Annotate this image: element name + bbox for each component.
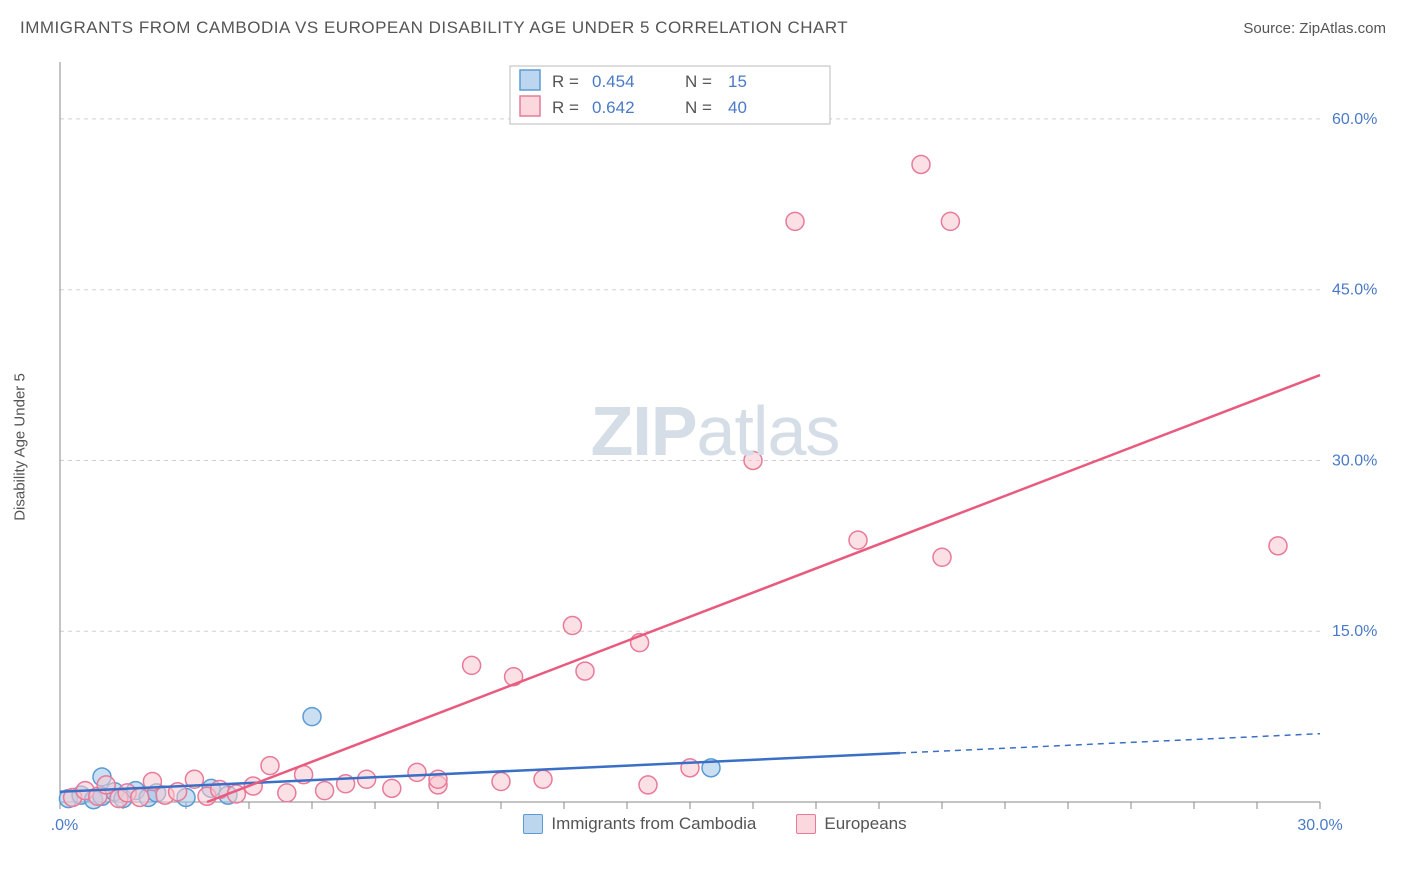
stats-n-label: N = (685, 98, 712, 117)
data-point (933, 548, 951, 566)
data-point (786, 212, 804, 230)
legend-swatch-pink (796, 814, 816, 834)
stats-r-label: R = (552, 72, 579, 91)
y-tick-label: 30.0% (1332, 452, 1377, 469)
legend-item-cambodia: Immigrants from Cambodia (523, 814, 756, 834)
data-point (492, 773, 510, 791)
data-point (849, 531, 867, 549)
data-point (383, 779, 401, 797)
data-point (576, 662, 594, 680)
source-label: Source: (1243, 20, 1295, 37)
data-point (316, 782, 334, 800)
data-point (131, 788, 149, 806)
stats-r-value: 0.642 (592, 98, 635, 117)
scatter-plot-svg: 0.0%30.0%15.0%30.0%45.0%60.0%R =0.454N =… (50, 52, 1380, 842)
legend-label: Immigrants from Cambodia (551, 814, 756, 834)
legend-swatch-blue (523, 814, 543, 834)
data-point (463, 656, 481, 674)
data-point (941, 212, 959, 230)
y-axis-label: Disability Age Under 5 (12, 373, 29, 521)
data-point (261, 757, 279, 775)
legend-label: Europeans (824, 814, 906, 834)
source-link[interactable]: ZipAtlas.com (1299, 20, 1386, 37)
chart-title: IMMIGRANTS FROM CAMBODIA VS EUROPEAN DIS… (20, 18, 848, 38)
data-point (358, 770, 376, 788)
data-point (912, 155, 930, 173)
stats-r-value: 0.454 (592, 72, 635, 91)
data-point (534, 770, 552, 788)
data-point (744, 451, 762, 469)
stats-swatch (520, 96, 540, 116)
data-point (563, 617, 581, 635)
trend-line-extrapolated (900, 734, 1320, 753)
stats-swatch (520, 70, 540, 90)
stats-n-label: N = (685, 72, 712, 91)
header: IMMIGRANTS FROM CAMBODIA VS EUROPEAN DIS… (20, 18, 1386, 38)
trend-line (207, 375, 1320, 802)
bottom-legend: Immigrants from Cambodia Europeans (50, 814, 1380, 834)
data-point (303, 708, 321, 726)
stats-n-value: 40 (728, 98, 747, 117)
data-point (1269, 537, 1287, 555)
y-tick-label: 15.0% (1332, 623, 1377, 640)
trend-line (60, 753, 900, 792)
data-point (639, 776, 657, 794)
y-tick-label: 60.0% (1332, 111, 1377, 128)
stats-r-label: R = (552, 98, 579, 117)
data-point (408, 763, 426, 781)
chart-area: Disability Age Under 5 0.0%30.0%15.0%30.… (50, 52, 1380, 842)
y-tick-label: 45.0% (1332, 282, 1377, 299)
legend-item-europeans: Europeans (796, 814, 906, 834)
source-attribution: Source: ZipAtlas.com (1243, 20, 1386, 37)
stats-n-value: 15 (728, 72, 747, 91)
data-point (278, 784, 296, 802)
